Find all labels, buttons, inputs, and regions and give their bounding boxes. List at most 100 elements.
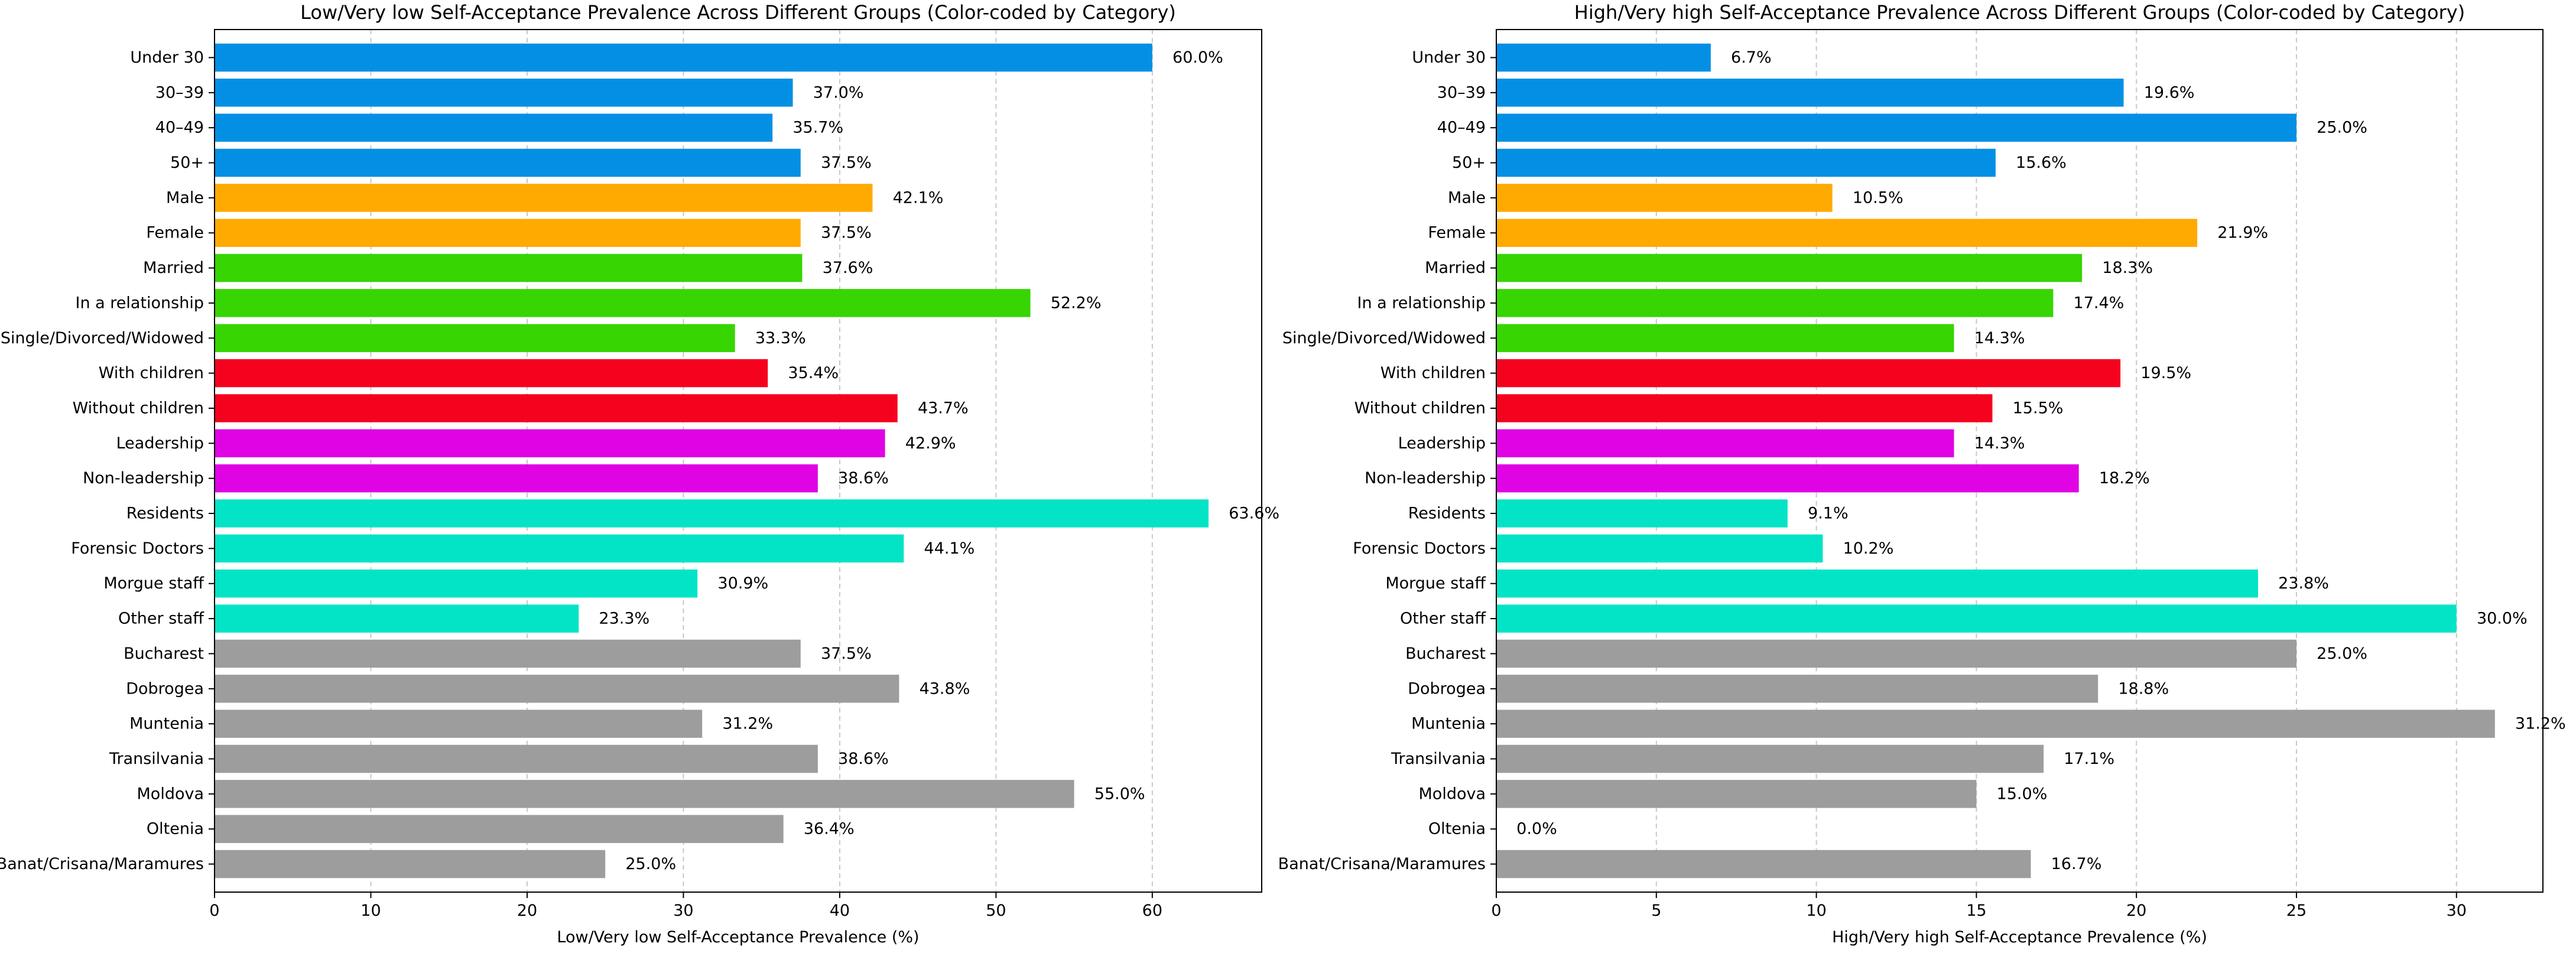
bar [1496,148,1996,177]
data-label: 23.8% [2278,574,2329,593]
data-label: 38.6% [838,750,889,768]
y-tick-label: Dobrogea [126,679,204,698]
bar [215,710,703,738]
y-tick-label: Single/Divorced/Widowed [1282,329,1486,347]
y-tick-label: Dobrogea [1408,679,1486,698]
data-label: 42.9% [905,434,956,453]
data-label: 37.5% [821,224,872,242]
x-axis-label: Low/Very low Self-Acceptance Prevalence … [557,928,919,946]
bar [1496,850,2031,879]
y-tick-label: In a relationship [76,294,204,312]
bar [215,604,579,633]
bar [1496,324,1954,353]
data-label: 21.9% [2217,224,2268,242]
y-tick-label: Moldova [137,785,204,803]
bar [1496,710,2495,738]
data-label: 60.0% [1172,48,1223,67]
data-label: 18.3% [2102,259,2153,277]
bar [215,359,768,388]
bar [215,675,899,703]
y-tick-label: Non-leadership [83,469,204,487]
chart-title: High/Very high Self-Acceptance Prevalenc… [1574,1,2465,24]
y-tick-label: Married [143,259,204,277]
bar [215,639,801,668]
data-label: 23.3% [599,610,649,628]
bar [1496,113,2296,142]
data-label: 15.0% [1997,785,2048,803]
x-tick-label: 5 [1651,902,1661,920]
bar [215,79,793,107]
data-label: 52.2% [1051,294,1102,312]
y-tick-label: Moldova [1419,785,1486,803]
data-label: 0.0% [1516,820,1557,838]
y-tick-label: Forensic Doctors [1353,539,1486,558]
data-label: 44.1% [924,539,975,558]
x-axis-label: High/Very high Self-Acceptance Prevalenc… [1832,928,2207,946]
y-tick-label: Morgue staff [1385,574,1486,593]
y-tick-label: With children [99,364,204,382]
x-tick-label: 10 [1806,902,1826,920]
bar [215,184,873,212]
bar [215,113,773,142]
data-label: 10.5% [1853,188,1903,207]
bar [1496,675,2099,703]
data-label: 37.5% [821,645,872,663]
data-label: 35.7% [792,119,843,137]
bar [215,850,606,879]
data-label: 19.5% [2140,364,2191,382]
y-tick-label: Under 30 [130,48,204,67]
y-tick-label: Other staff [118,610,204,628]
y-tick-label: Leadership [116,434,204,453]
y-tick-label: Residents [1408,505,1486,523]
y-tick-label: Banat/Crisana/Maramures [0,855,204,873]
y-tick-label: Banat/Crisana/Maramures [1278,855,1486,873]
y-tick-label: Female [146,224,204,242]
bar [1496,780,1977,808]
data-label: 31.2% [2515,715,2566,733]
bar [215,780,1074,808]
bar [1496,464,2079,493]
y-tick-label: 30–39 [155,83,204,102]
data-label: 63.6% [1229,505,1279,523]
y-tick-label: Bucharest [124,645,204,663]
y-tick-label: 40–49 [1437,119,1486,137]
bar [215,324,735,353]
bar [1496,43,1711,72]
bar [1496,219,2198,247]
data-label: 55.0% [1094,785,1145,803]
bar [1496,639,2296,668]
y-tick-label: Bucharest [1405,645,1486,663]
data-label: 38.6% [838,469,889,487]
bar [1496,429,1954,458]
data-label: 10.2% [1843,539,1894,558]
x-tick-label: 15 [1966,902,1986,920]
data-label: 18.2% [2099,469,2150,487]
y-tick-label: Leadership [1398,434,1486,453]
bar [215,289,1031,317]
data-label: 30.0% [2477,610,2528,628]
y-tick-label: In a relationship [1357,294,1486,312]
y-tick-label: With children [1380,364,1486,382]
bar [1496,359,2121,388]
data-label: 37.6% [823,259,873,277]
x-tick-label: 40 [830,902,850,920]
y-tick-label: 50+ [170,154,204,172]
bar [215,569,698,598]
y-tick-label: Female [1428,224,1486,242]
bar [215,744,818,773]
bar [215,219,801,247]
data-label: 35.4% [788,364,839,382]
bar [215,253,803,282]
bar [1496,534,1823,563]
data-label: 43.7% [918,399,969,417]
bar [215,43,1152,72]
bar [215,394,898,422]
y-tick-label: Oltenia [1428,820,1486,838]
x-tick-label: 25 [2286,902,2307,920]
y-tick-label: Without children [73,399,204,417]
y-tick-label: Residents [126,505,204,523]
x-tick-label: 20 [2126,902,2146,920]
data-label: 31.2% [722,715,773,733]
x-tick-label: 0 [209,902,219,920]
